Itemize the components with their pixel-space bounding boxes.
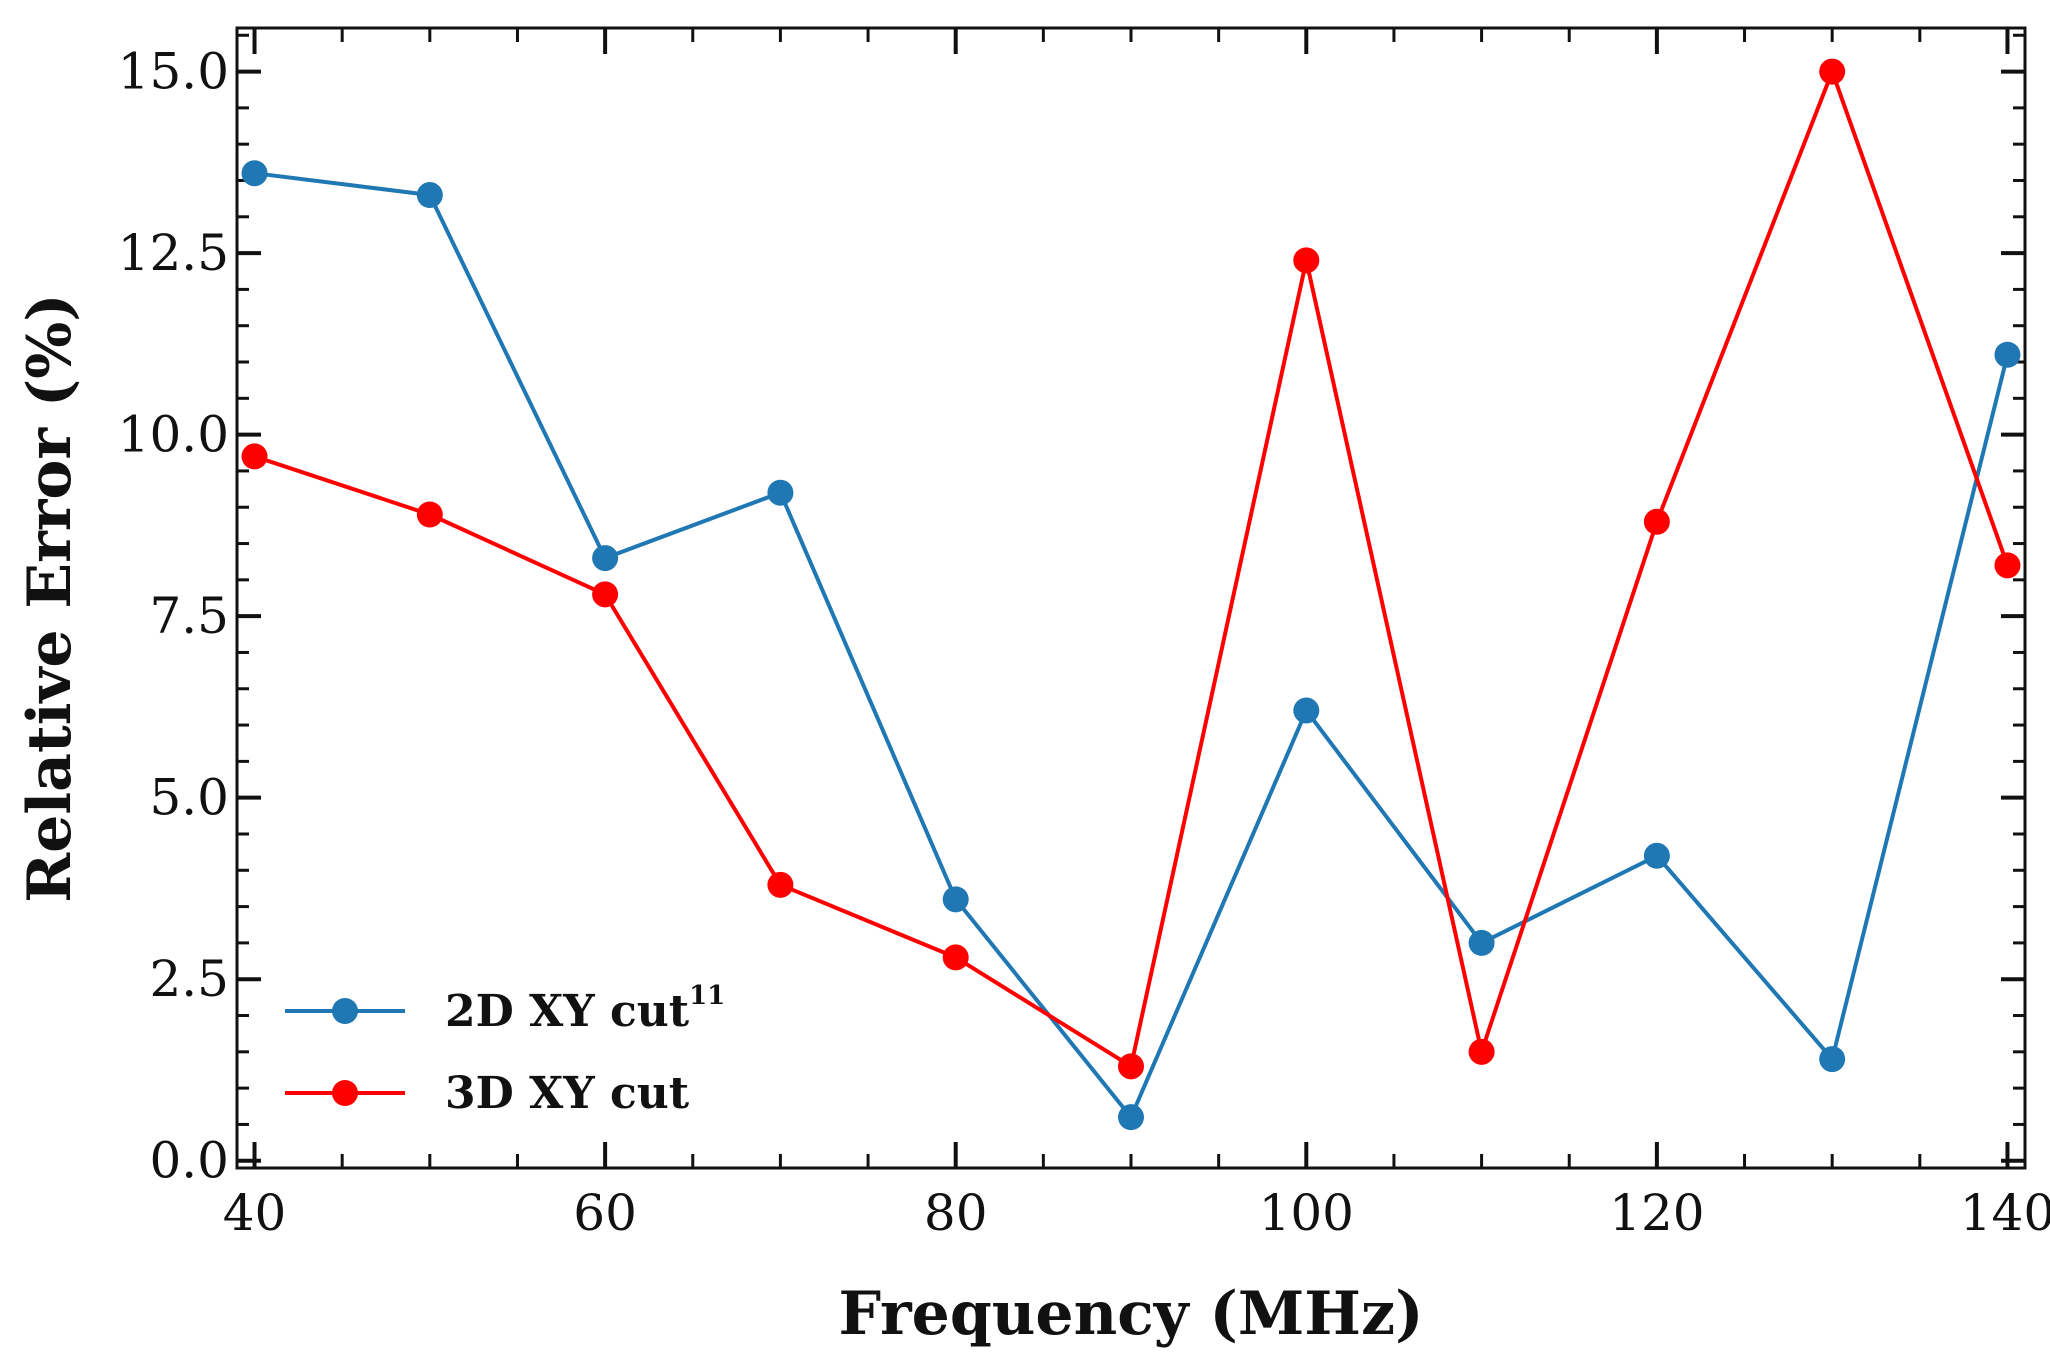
data-point xyxy=(1819,1046,1846,1073)
y-tick-label: 15.0 xyxy=(118,43,229,101)
x-tick-label: 40 xyxy=(223,1184,287,1242)
data-point xyxy=(1118,1104,1144,1131)
data-point xyxy=(1994,552,2021,579)
legend-label: 2D XY cut11 xyxy=(445,981,725,1037)
data-point xyxy=(767,479,794,506)
series-1 xyxy=(241,160,2021,1131)
data-point xyxy=(1819,58,1846,85)
y-tick-label: 10.0 xyxy=(118,406,229,464)
data-point xyxy=(416,501,443,528)
x-tick-label: 140 xyxy=(1960,1184,2050,1242)
y-axis-title: Relative Error (%) xyxy=(15,293,85,902)
x-tick-label: 120 xyxy=(1609,1184,1704,1242)
data-point xyxy=(942,886,969,913)
x-axis-title: Frequency (MHz) xyxy=(839,1279,1424,1349)
series-line xyxy=(253,69,2010,1069)
data-point xyxy=(767,871,794,898)
legend-entry-1: 2D XY cut11 xyxy=(285,981,725,1037)
data-point xyxy=(1643,842,1670,869)
data-point xyxy=(241,160,268,187)
legend: 2D XY cut11 3D XY cut xyxy=(285,981,725,1119)
series-line xyxy=(254,171,2010,1120)
y-tick-label: 7.5 xyxy=(149,587,229,645)
legend-marker xyxy=(332,998,358,1024)
data-point xyxy=(1468,929,1495,956)
x-tick-label: 100 xyxy=(1259,1184,1354,1242)
data-point xyxy=(942,944,969,971)
legend-marker xyxy=(332,1080,358,1106)
x-tick-label: 80 xyxy=(924,1184,988,1242)
series-2 xyxy=(241,58,2021,1080)
data-point xyxy=(1293,697,1320,724)
data-point xyxy=(1293,247,1320,274)
y-tick-label: 5.0 xyxy=(149,769,229,827)
data-point xyxy=(416,182,443,209)
legend-label: 3D XY cut xyxy=(445,1068,690,1119)
data-point xyxy=(592,581,619,608)
data-point xyxy=(1643,508,1670,535)
tick-labels: 40 60 80 100 120 140 0.0 2.5 5.0 7.5 10.0 12.5 15.0 xyxy=(118,43,2050,1242)
data-point xyxy=(1118,1053,1144,1080)
legend-superscript: 11 xyxy=(689,981,725,1011)
legend-entry-2: 3D XY cut xyxy=(285,1068,690,1119)
major-ticks xyxy=(237,28,2025,1168)
minor-ticks xyxy=(237,28,2025,1168)
y-tick-label: 0.0 xyxy=(149,1132,229,1190)
series-layer xyxy=(241,58,2021,1131)
y-tick-label: 12.5 xyxy=(118,224,229,282)
y-tick-label: 2.5 xyxy=(149,950,229,1008)
data-point xyxy=(1994,341,2021,368)
x-tick-label: 60 xyxy=(573,1184,637,1242)
data-point xyxy=(1468,1038,1495,1065)
data-point xyxy=(592,545,619,572)
data-point xyxy=(241,443,268,470)
